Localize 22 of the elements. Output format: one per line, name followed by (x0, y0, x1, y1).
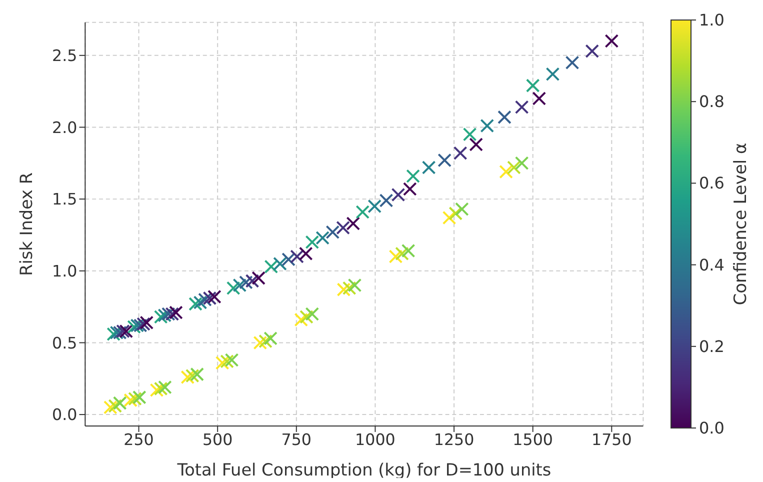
x-tick-label: 1750 (592, 430, 632, 450)
x-tick-label: 1500 (512, 430, 553, 450)
color-bar-label: 0.6 (699, 174, 725, 193)
y-tick-label: 0.0 (52, 405, 78, 424)
y-tick-label: 1.5 (52, 190, 78, 209)
color-bar-label: 0.4 (699, 255, 725, 274)
y-tick-label: 1.0 (52, 262, 78, 281)
x-tick-label: 500 (202, 430, 233, 450)
y-tick-label: 2.0 (52, 118, 78, 137)
color-bar-label: 0.8 (699, 92, 725, 112)
x-tick-label: 1000 (355, 430, 396, 450)
color-bar-label: 0.2 (699, 336, 725, 356)
x-tick-label: 750 (281, 430, 312, 450)
y-tick-label: 2.5 (52, 46, 78, 66)
color-bar-title: Confidence Level α (731, 142, 752, 306)
x-tick-label: 1250 (434, 430, 474, 450)
y-tick-label: 0.5 (52, 333, 78, 352)
x-tick-label: 250 (124, 430, 154, 450)
color-bar-label: 0.0 (699, 418, 725, 438)
x-axis-title: Total Fuel Consumption (kg) for D=100 units (176, 460, 552, 480)
color-bar-label: 1.0 (699, 10, 725, 30)
y-axis-title: Risk Index R (16, 172, 36, 276)
